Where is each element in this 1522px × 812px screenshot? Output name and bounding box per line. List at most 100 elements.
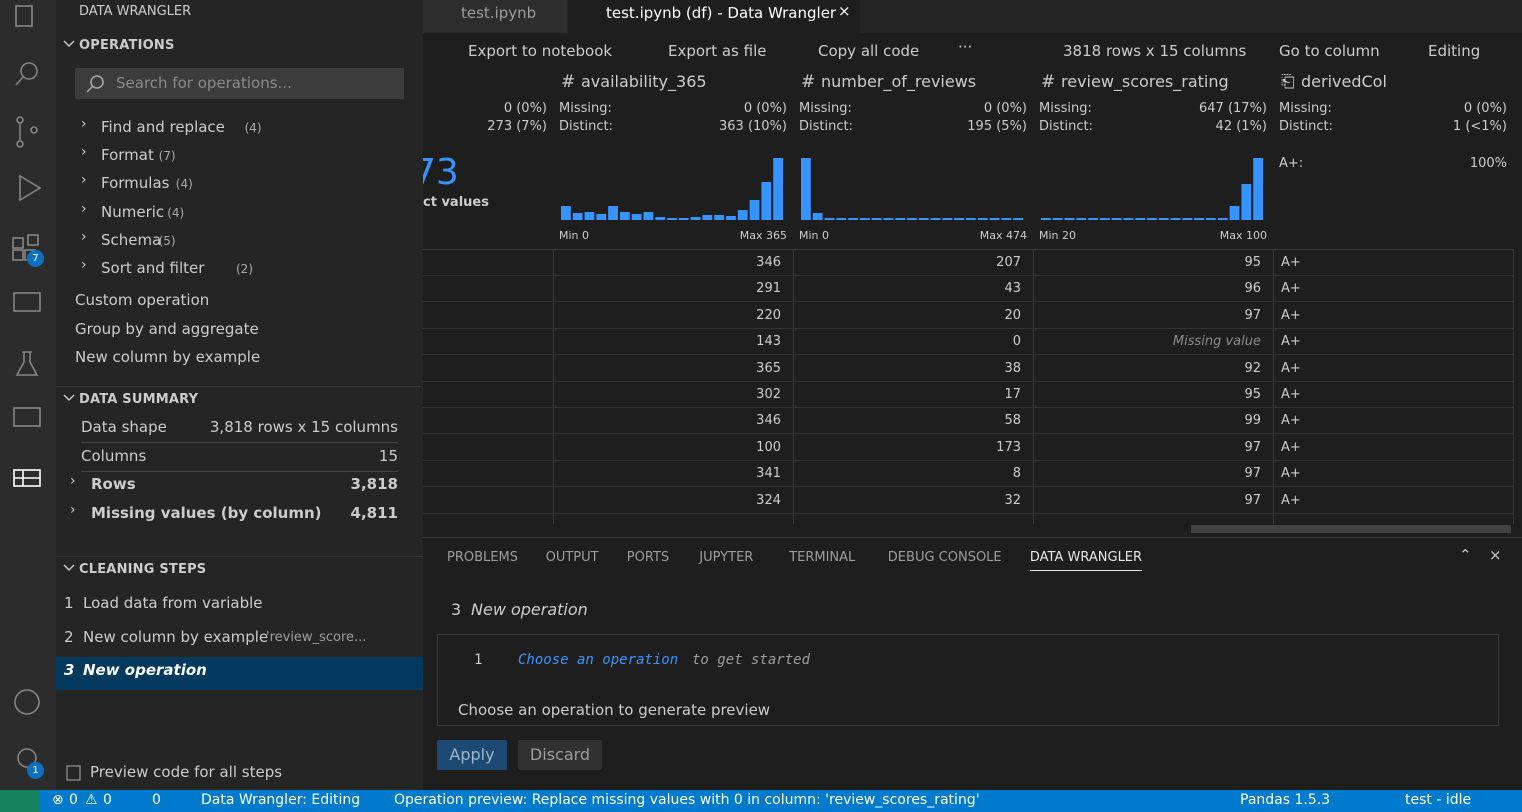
tab-active[interactable]: test.ipynb (df) - Data Wrangler × — [568, 0, 860, 33]
code-box[interactable]: 1 Choose an operation to get started Cho… — [437, 634, 1499, 726]
cell-text[interactable]: A+ — [1281, 466, 1301, 481]
histogram-bar[interactable] — [872, 218, 882, 220]
cell-value[interactable]: 346 — [553, 255, 781, 270]
cell-value[interactable]: 173 — [793, 440, 1021, 455]
histogram-bar[interactable] — [848, 218, 858, 220]
cell-value[interactable]: 346 — [553, 413, 781, 428]
cell-text[interactable]: A+ — [1281, 308, 1301, 323]
histogram-bar[interactable] — [655, 217, 665, 220]
histogram-bar[interactable] — [1241, 184, 1251, 220]
histogram-bar[interactable] — [825, 218, 835, 220]
panel-close[interactable]: × — [1489, 546, 1502, 564]
panel-tab[interactable]: OUTPUT — [546, 550, 599, 565]
remote-icon[interactable] — [14, 293, 40, 311]
cell-value[interactable]: 97 — [1033, 493, 1261, 508]
histogram-bar[interactable] — [1218, 218, 1228, 220]
histogram-bar[interactable] — [954, 218, 964, 220]
cell-text[interactable]: A+ — [1281, 413, 1301, 428]
column-name[interactable]: availability_365 — [581, 72, 707, 91]
cell-value[interactable]: 100 — [553, 440, 781, 455]
cell-text[interactable]: A+ — [1281, 440, 1301, 455]
panel-tab[interactable]: PORTS — [627, 550, 669, 565]
explorer-icon[interactable] — [16, 6, 32, 26]
histogram-bar[interactable] — [919, 218, 929, 220]
cell-text[interactable]: A+ — [1281, 281, 1301, 296]
histogram-bar[interactable] — [978, 218, 988, 220]
histogram-bar[interactable] — [1194, 218, 1204, 220]
cell-text[interactable]: A+ — [1281, 255, 1301, 270]
histogram-bar[interactable] — [1076, 218, 1086, 220]
warning-count[interactable]: 0 — [103, 792, 112, 808]
histogram-bar[interactable] — [667, 218, 677, 220]
histogram-bar[interactable] — [1171, 218, 1181, 220]
mode-button[interactable]: Editing — [1428, 42, 1480, 60]
histogram-bar[interactable] — [1065, 218, 1075, 220]
histogram-bar[interactable] — [773, 158, 783, 220]
cell-text[interactable]: A+ — [1281, 493, 1301, 508]
histogram-bar[interactable] — [1041, 218, 1051, 220]
cell-value[interactable]: 95 — [1033, 255, 1261, 270]
cell-value[interactable]: Missing value — [1033, 334, 1261, 349]
cell-value[interactable]: 17 — [793, 387, 1021, 402]
testing-icon[interactable] — [17, 352, 37, 375]
cell-value[interactable]: 58 — [793, 413, 1021, 428]
histogram-bar[interactable] — [1253, 158, 1263, 220]
histogram-bar[interactable] — [1135, 218, 1145, 220]
column-name[interactable]: derivedCol — [1301, 72, 1387, 91]
scrollbar[interactable] — [1191, 525, 1511, 533]
panel-maximize[interactable]: ⌃ — [1459, 546, 1472, 564]
histogram-bar[interactable] — [1124, 218, 1134, 220]
cell-value[interactable]: 0 — [793, 334, 1021, 349]
cell-value[interactable]: 38 — [793, 361, 1021, 376]
histogram-bar[interactable] — [644, 212, 654, 220]
status-mode[interactable]: Data Wrangler: Editing — [201, 792, 360, 808]
chat-icon[interactable] — [14, 408, 40, 426]
cell-value[interactable]: 365 — [553, 361, 781, 376]
panel-tab[interactable]: DEBUG CONSOLE — [888, 550, 1002, 565]
cell-value[interactable]: 96 — [1033, 281, 1261, 296]
cell-value[interactable]: 32 — [793, 493, 1021, 508]
cell-value[interactable]: 324 — [553, 493, 781, 508]
histogram-bar[interactable] — [1206, 218, 1216, 220]
toolbar-button[interactable]: Go to column — [1279, 42, 1380, 60]
cell-value[interactable]: 95 — [1033, 387, 1261, 402]
close-icon[interactable]: × — [838, 2, 851, 20]
histogram-bar[interactable] — [596, 214, 606, 220]
debug-icon[interactable] — [20, 176, 40, 200]
cell-value[interactable]: 291 — [553, 281, 781, 296]
panel-tab[interactable]: PROBLEMS — [447, 550, 518, 565]
histogram-bar[interactable] — [702, 215, 712, 220]
histogram-bar[interactable] — [1100, 218, 1110, 220]
histogram-bar[interactable] — [907, 218, 917, 220]
histogram-bar[interactable] — [761, 182, 771, 220]
cell-value[interactable]: 220 — [553, 308, 781, 323]
apply-button[interactable]: Apply — [437, 740, 507, 770]
column-name[interactable]: review_scores_rating — [1061, 72, 1229, 91]
search-icon[interactable] — [21, 63, 37, 79]
histogram-bar[interactable] — [931, 218, 941, 220]
cell-value[interactable]: 97 — [1033, 440, 1261, 455]
panel-tab[interactable]: DATA WRANGLER — [1030, 550, 1142, 571]
histogram-bar[interactable] — [632, 214, 642, 220]
histogram-bar[interactable] — [801, 158, 811, 220]
histogram-bar[interactable] — [884, 218, 894, 220]
toolbar-button[interactable]: Copy all code — [818, 42, 919, 60]
histogram-bar[interactable] — [895, 218, 905, 220]
histogram-bar[interactable] — [990, 218, 1000, 220]
histogram-bar[interactable] — [942, 218, 952, 220]
cell-value[interactable]: 143 — [553, 334, 781, 349]
cell-value[interactable]: 207 — [793, 255, 1021, 270]
histogram-bar[interactable] — [860, 218, 870, 220]
histogram-bar[interactable] — [726, 216, 736, 220]
cell-text[interactable]: A+ — [1281, 361, 1301, 376]
cell-text[interactable]: A+ — [1281, 334, 1301, 349]
toolbar-button[interactable]: Export to notebook — [468, 42, 612, 60]
cell-value[interactable]: 302 — [553, 387, 781, 402]
toolbar-button[interactable]: Export as file — [668, 42, 767, 60]
histogram-bar[interactable] — [620, 212, 630, 220]
tab[interactable]: test.ipynb — [423, 0, 567, 33]
histogram-bar[interactable] — [561, 206, 571, 220]
histogram-bar[interactable] — [1230, 206, 1240, 220]
status-preview[interactable]: Operation preview: Replace missing value… — [394, 792, 980, 808]
more-button[interactable]: ··· — [958, 38, 972, 56]
